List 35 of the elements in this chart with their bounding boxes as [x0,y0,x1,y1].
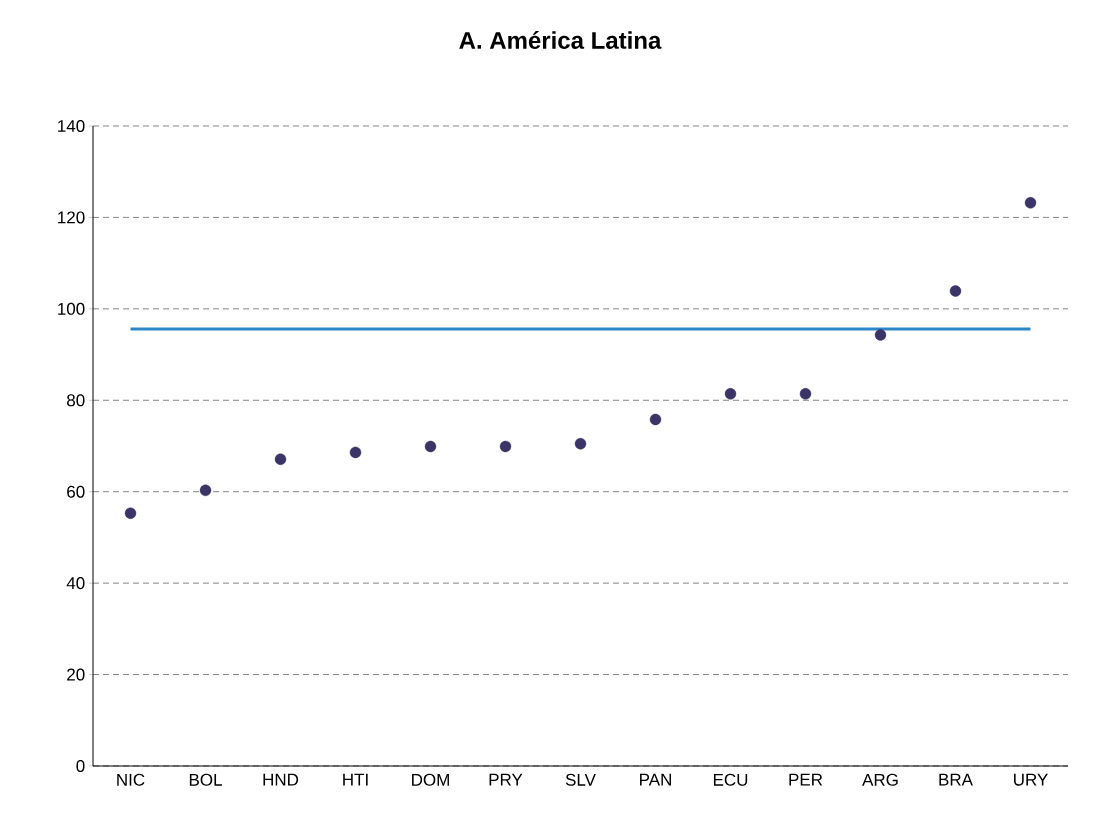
point [724,388,737,400]
x-tick-label: PER [789,773,823,786]
point [574,438,587,450]
point [1024,197,1037,209]
point [949,285,962,297]
x-tick-label: BOL [189,773,222,786]
point [274,453,287,465]
y-tick-label: 120 [58,211,85,224]
x-tick-label: ARG [862,773,898,786]
point [799,388,812,400]
x-tick-label: PAN [640,773,671,786]
point [124,507,137,519]
y-tick-label: 100 [58,302,85,315]
y-tick-label: 60 [67,485,85,498]
x-tick-label: DOM [412,773,449,786]
x-tick-label: BRA [939,773,973,786]
point [349,446,362,459]
y-tick-label: 140 [58,119,85,133]
x-tick-label: NIC [117,773,145,786]
point [424,440,437,453]
x-tick-label: HND [263,773,299,786]
point [199,484,212,497]
x-tick-label: PRY [489,773,523,786]
y-tick-label: 80 [67,394,85,407]
point [874,329,887,341]
x-tick-label: HTI [343,773,368,786]
x-tick-label: ECU [713,773,748,786]
y-tick-label: 20 [67,668,85,681]
y-tick-label: 40 [66,577,85,590]
x-tick-label: SLV [565,773,596,786]
y-tick-label: 0 [76,759,85,773]
point [649,413,662,426]
chart-title: A. América Latina [459,31,662,49]
x-tick-label: URY [1014,773,1048,786]
point [499,440,512,453]
